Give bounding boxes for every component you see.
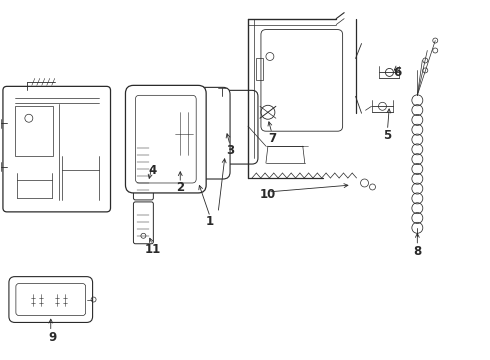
Bar <box>15 106 53 156</box>
Text: 9: 9 <box>49 331 57 344</box>
Text: 1: 1 <box>206 215 214 228</box>
Text: 8: 8 <box>413 245 421 258</box>
Text: 4: 4 <box>148 163 156 176</box>
FancyBboxPatch shape <box>125 85 206 193</box>
Bar <box>256 58 263 80</box>
Text: 11: 11 <box>144 243 161 256</box>
Text: 10: 10 <box>260 188 276 202</box>
Text: 5: 5 <box>383 129 392 142</box>
Text: 6: 6 <box>393 66 401 79</box>
FancyBboxPatch shape <box>158 87 230 179</box>
FancyBboxPatch shape <box>194 90 258 164</box>
Text: 2: 2 <box>176 181 184 194</box>
Text: 7: 7 <box>268 132 276 145</box>
Text: 3: 3 <box>226 144 234 157</box>
